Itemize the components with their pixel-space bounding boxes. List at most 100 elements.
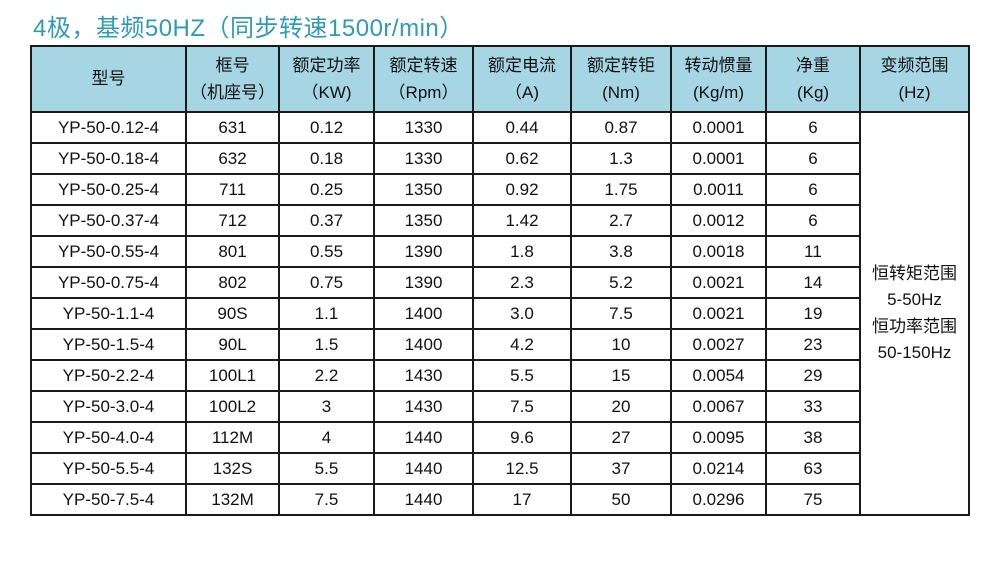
frequency-range-line: 恒功率范围 bbox=[872, 316, 957, 336]
table-row: YP-50-7.5-4 132M 7.5 1440 17 50 0.0296 75 bbox=[30, 483, 969, 516]
table-cell: 0.75 bbox=[278, 266, 375, 299]
table-row: YP-50-1.1-4 90S 1.1 1400 3.0 7.5 0.0021 19 bbox=[30, 297, 969, 330]
column-header-line2: (Kg/m) bbox=[693, 83, 744, 102]
table-cell: 90S bbox=[185, 297, 280, 330]
table-cell: YP-50-2.2-4 bbox=[30, 359, 187, 392]
table-cell: 1400 bbox=[373, 328, 474, 361]
table-cell: 1350 bbox=[373, 204, 474, 237]
table-cell: 631 bbox=[185, 111, 280, 144]
table-cell: YP-50-0.75-4 bbox=[30, 266, 187, 299]
table-cell: 17 bbox=[472, 483, 572, 516]
column-header: 变频范围 (Hz) bbox=[859, 45, 970, 113]
column-header-line1: 额定功率 bbox=[292, 55, 361, 75]
table-row: YP-50-3.0-4 100L2 3 1430 7.5 20 0.0067 33 bbox=[30, 390, 969, 423]
table-cell: 19 bbox=[765, 297, 861, 330]
table-cell: 1440 bbox=[373, 483, 474, 516]
table-cell: 7.5 bbox=[472, 390, 572, 423]
table-cell: YP-50-1.1-4 bbox=[30, 297, 187, 330]
column-header: 框号 （机座号） bbox=[185, 45, 280, 113]
column-header-line2: (Hz) bbox=[898, 83, 931, 102]
table-cell: 100L1 bbox=[185, 359, 280, 392]
column-header-line1: 额定转速 bbox=[389, 55, 458, 75]
table-cell: 4.2 bbox=[472, 328, 572, 361]
column-header-line2: (Kg) bbox=[796, 83, 830, 102]
table-cell: 1330 bbox=[373, 111, 474, 144]
table-cell: 0.0214 bbox=[670, 452, 767, 485]
table-row: YP-50-0.55-4 801 0.55 1390 1.8 3.8 0.0018 11 bbox=[30, 235, 969, 268]
table-row: YP-50-0.75-4 802 0.75 1390 2.3 5.2 0.0021 14 bbox=[30, 266, 969, 299]
column-header-line2: （机座号） bbox=[190, 83, 275, 102]
table-cell: YP-50-3.0-4 bbox=[30, 390, 187, 423]
table-cell: 7.5 bbox=[570, 297, 672, 330]
table-cell: YP-50-1.5-4 bbox=[30, 328, 187, 361]
frequency-range-line: 5-50Hz bbox=[887, 290, 942, 310]
table-row: YP-50-0.18-4 632 0.18 1330 0.62 1.3 0.0001 6 bbox=[30, 142, 969, 175]
column-header: 净重 (Kg) bbox=[765, 45, 861, 113]
table-cell: 112M bbox=[185, 421, 280, 454]
table-cell: 37 bbox=[570, 452, 672, 485]
column-header-line2: （A) bbox=[505, 83, 539, 102]
table-row: YP-50-0.12-4 631 0.12 1330 0.44 0.87 0.0001 6 恒转… bbox=[30, 111, 970, 516]
column-header-line2: (Nm) bbox=[602, 83, 640, 102]
table-cell: 90L bbox=[185, 328, 280, 361]
table-cell: 0.12 bbox=[278, 111, 375, 144]
table-body: YP-50-0.12-4 631 0.12 1330 0.44 0.87 0.0001 6 恒转… bbox=[30, 111, 970, 516]
table-cell: 0.0011 bbox=[670, 173, 767, 206]
page-title: 4极，基频50HZ（同步转速1500r/min） bbox=[33, 15, 464, 42]
table-cell: 0.92 bbox=[472, 173, 572, 206]
table-cell: 801 bbox=[185, 235, 280, 268]
table-cell: 1.8 bbox=[472, 235, 572, 268]
table-cell: 0.0296 bbox=[670, 483, 767, 516]
table-cell: 1.75 bbox=[570, 173, 672, 206]
table-cell: 0.18 bbox=[278, 142, 375, 175]
column-header: 额定功率 （KW) bbox=[278, 45, 375, 113]
table-cell: 1390 bbox=[373, 235, 474, 268]
table-cell: 0.0012 bbox=[670, 204, 767, 237]
column-header-line1: 型号 bbox=[91, 69, 126, 89]
table-cell: 802 bbox=[185, 266, 280, 299]
table-cell: 0.37 bbox=[278, 204, 375, 237]
frequency-range-line: 恒转矩范围 bbox=[872, 263, 957, 283]
table-cell: 0.0054 bbox=[670, 359, 767, 392]
table-cell: 5.5 bbox=[278, 452, 375, 485]
table-cell: 1350 bbox=[373, 173, 474, 206]
table-cell: 38 bbox=[765, 421, 861, 454]
table-cell: 0.44 bbox=[472, 111, 572, 144]
table-cell: 0.55 bbox=[278, 235, 375, 268]
table-cell: 1430 bbox=[373, 359, 474, 392]
table-cell: 0.0021 bbox=[670, 266, 767, 299]
column-header-line1: 额定转钜 bbox=[587, 55, 655, 75]
table-cell: 10 bbox=[570, 328, 672, 361]
column-header-line1: 额定电流 bbox=[488, 55, 556, 75]
table-cell: 2.7 bbox=[570, 204, 672, 237]
table-cell: 0.0021 bbox=[670, 297, 767, 330]
column-header: 额定电流 （A) bbox=[472, 45, 572, 113]
column-header: 额定转速 （Rpm） bbox=[373, 45, 474, 113]
table-row: YP-50-0.25-4 711 0.25 1350 0.92 1.75 0.0011 6 bbox=[30, 173, 969, 206]
table-cell: 132S bbox=[185, 452, 280, 485]
table-cell: 20 bbox=[570, 390, 672, 423]
table-cell: 9.6 bbox=[472, 421, 572, 454]
table-cell: 0.0095 bbox=[670, 421, 767, 454]
table-cell: 29 bbox=[765, 359, 861, 392]
table-cell: 6 bbox=[765, 111, 861, 144]
table-row: YP-50-2.2-4 100L1 2.2 1430 5.5 15 0.0054 29 bbox=[30, 359, 969, 392]
table-cell: 4 bbox=[278, 421, 375, 454]
table-cell: 63 bbox=[765, 452, 861, 485]
column-header-line1: 变频范围 bbox=[880, 55, 949, 75]
table-cell: 712 bbox=[185, 204, 280, 237]
table-cell: 23 bbox=[765, 328, 861, 361]
table-cell: 1.5 bbox=[278, 328, 375, 361]
table-cell: 0.0027 bbox=[670, 328, 767, 361]
table-cell: 0.0001 bbox=[670, 111, 767, 144]
table-cell: 0.25 bbox=[278, 173, 375, 206]
table-row: YP-50-1.5-4 90L 1.5 1400 4.2 10 0.0027 23 bbox=[30, 328, 969, 361]
table-cell: 132M bbox=[185, 483, 280, 516]
table-cell: YP-50-0.37-4 bbox=[30, 204, 187, 237]
motor-spec-table: 型号 框号 （机座号） 额定功率 （KW) 额定转速 （Rpm） 额定电流 （A) 额定转钜 (Nm… bbox=[30, 45, 970, 516]
table-cell: 0.0001 bbox=[670, 142, 767, 175]
table-cell: 0.62 bbox=[472, 142, 572, 175]
column-header-line1: 框号 bbox=[215, 55, 250, 75]
column-header-line2: （Rpm） bbox=[388, 83, 459, 102]
table-row: YP-50-4.0-4 112M 4 1440 9.6 27 0.0095 38 bbox=[30, 421, 969, 454]
